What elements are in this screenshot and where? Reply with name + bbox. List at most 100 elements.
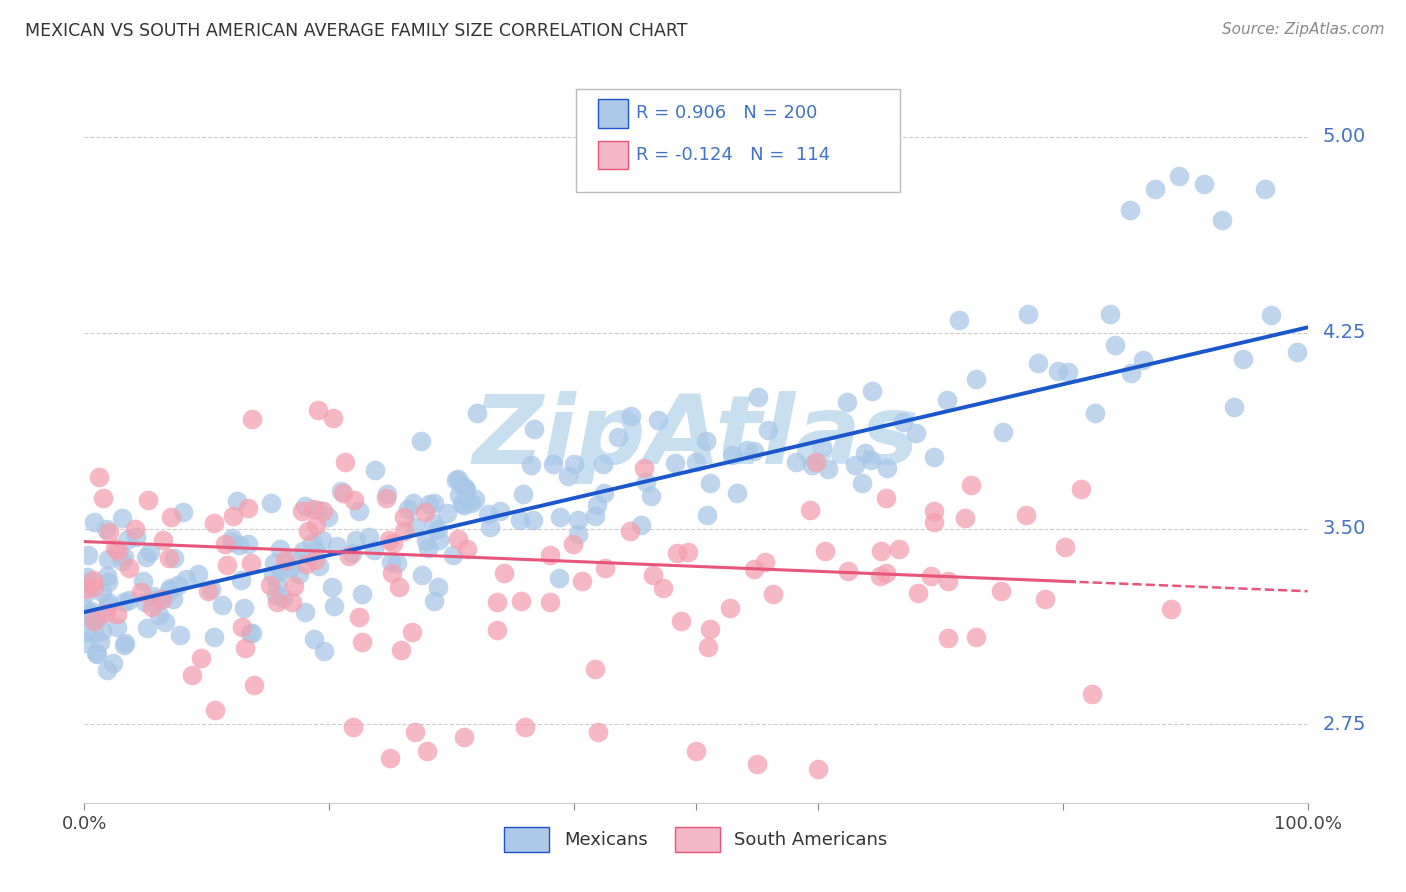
Point: [401, 625, 423, 640]
Point: [485, 623, 508, 637]
Point: [817, 462, 839, 476]
Point: [486, 594, 509, 608]
Point: [436, 506, 458, 520]
Point: [359, 530, 381, 544]
Point: [87, 611, 110, 625]
Point: [647, 413, 669, 427]
Point: [280, 561, 302, 575]
Point: [641, 567, 664, 582]
Point: [392, 510, 415, 524]
Point: [86, 647, 108, 661]
Point: [1104, 338, 1126, 352]
Point: [295, 557, 318, 571]
Point: [377, 533, 399, 547]
Point: [1081, 687, 1104, 701]
Point: [427, 522, 450, 536]
Point: [83, 614, 105, 628]
Point: [388, 580, 411, 594]
Point: [75, 625, 97, 640]
Point: [1017, 308, 1039, 322]
Point: [860, 453, 883, 467]
Point: [307, 502, 329, 516]
Text: MEXICAN VS SOUTH AMERICAN AVERAGE FAMILY SIZE CORRELATION CHART: MEXICAN VS SOUTH AMERICAN AVERAGE FAMILY…: [25, 22, 688, 40]
Point: [454, 482, 477, 496]
Point: [510, 594, 533, 608]
Point: [150, 591, 173, 606]
Point: [111, 511, 134, 525]
Point: [136, 492, 159, 507]
Point: [651, 581, 673, 595]
Point: [333, 454, 356, 468]
Point: [633, 461, 655, 475]
Point: [148, 607, 170, 622]
Point: [97, 598, 120, 612]
Point: [312, 504, 335, 518]
Point: [467, 406, 489, 420]
Point: [139, 545, 162, 559]
Point: [965, 630, 987, 644]
Point: [800, 458, 823, 473]
Point: [269, 541, 291, 556]
Point: [305, 518, 328, 533]
Point: [89, 635, 111, 649]
Point: [200, 582, 222, 596]
Point: [125, 530, 148, 544]
Point: [118, 593, 141, 607]
Point: [240, 556, 263, 570]
Point: [238, 500, 260, 515]
Point: [105, 619, 128, 633]
Point: [76, 570, 98, 584]
Point: [364, 463, 387, 477]
Point: [322, 599, 344, 613]
Point: [80, 604, 103, 618]
Point: [427, 533, 450, 548]
Point: [851, 475, 873, 490]
Point: [329, 483, 352, 498]
Point: [111, 554, 134, 568]
Point: [522, 513, 544, 527]
Point: [416, 743, 439, 757]
Point: [1223, 400, 1246, 414]
Point: [1132, 352, 1154, 367]
Point: [298, 549, 321, 563]
Point: [541, 457, 564, 471]
Point: [76, 585, 98, 599]
Point: [83, 626, 105, 640]
Point: [869, 544, 891, 558]
Point: [418, 541, 440, 556]
Point: [238, 537, 260, 551]
Point: [312, 644, 335, 658]
Point: [231, 620, 253, 634]
Point: [308, 559, 330, 574]
Point: [685, 743, 707, 757]
Point: [326, 539, 349, 553]
Point: [159, 509, 181, 524]
Point: [292, 544, 315, 558]
Point: [936, 392, 959, 407]
Point: [350, 635, 373, 649]
Point: [453, 731, 475, 745]
Point: [955, 510, 977, 524]
Point: [606, 430, 628, 444]
Point: [936, 574, 959, 589]
Point: [375, 486, 398, 500]
Point: [1053, 540, 1076, 554]
Point: [875, 491, 897, 505]
Point: [806, 455, 828, 469]
Point: [307, 403, 329, 417]
Point: [347, 610, 370, 624]
Point: [747, 390, 769, 404]
Point: [176, 573, 198, 587]
Point: [385, 556, 408, 570]
Point: [304, 553, 326, 567]
Point: [1260, 308, 1282, 322]
Point: [665, 546, 688, 560]
Point: [1028, 356, 1050, 370]
Point: [150, 591, 173, 606]
Point: [891, 415, 914, 429]
Point: [202, 516, 225, 530]
Point: [321, 580, 343, 594]
Point: [1084, 406, 1107, 420]
Point: [1232, 351, 1254, 366]
Point: [107, 544, 129, 558]
